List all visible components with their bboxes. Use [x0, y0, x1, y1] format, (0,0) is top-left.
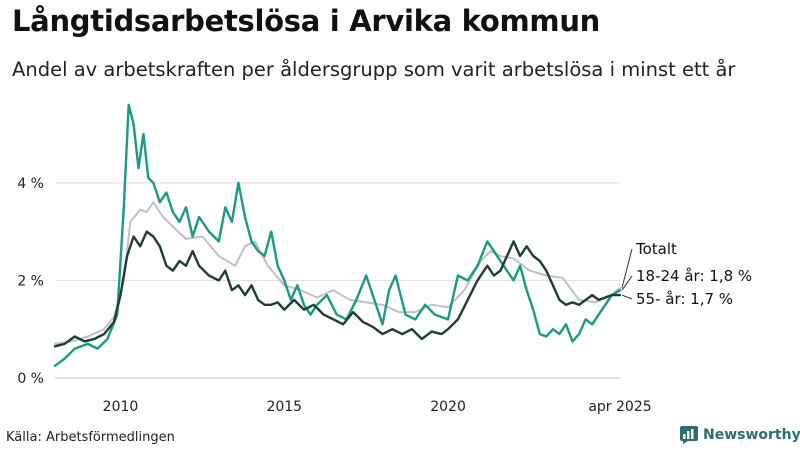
x-axis-ticks: 2010 2015 2020 apr 2025 [103, 399, 652, 415]
end-label: 55- år: 1,7 % [636, 290, 733, 308]
x-tick-label: 2015 [266, 399, 302, 415]
end-label: 18-24 år: 1,8 % [636, 267, 752, 285]
x-tick-label: 2020 [430, 399, 466, 415]
x-tick-label: 2010 [103, 399, 139, 415]
end-label-connector [621, 275, 633, 291]
end-label-connector [621, 248, 633, 288]
series-line-3 [53, 230, 622, 348]
source-note: Källa: Arbetsförmedlingen [6, 430, 175, 445]
end-label-connector [621, 294, 633, 300]
page-subtitle: Andel av arbetskraften per åldersgrupp s… [12, 58, 736, 81]
page-title: Långtidsarbetslösa i Arvika kommun [12, 4, 601, 38]
chart-series [53, 103, 622, 367]
newsworthy-logo-icon [680, 426, 698, 444]
brand-logo: Newsworthy [680, 426, 800, 444]
brand-name: Newsworthy [703, 427, 800, 443]
x-tick-label: apr 2025 [588, 399, 651, 415]
series-line-2 [53, 103, 622, 367]
series-line-1 [54, 201, 621, 345]
end-label: Totalt [635, 240, 677, 258]
y-tick-label: 2 % [17, 273, 44, 289]
y-tick-label: 4 % [17, 176, 44, 192]
chart-grid [55, 182, 620, 379]
y-axis-ticks: 0 % 2 % 4 % [17, 176, 44, 387]
y-tick-label: 0 % [17, 371, 44, 387]
series-end-labels: Totalt 18-24 år: 1,8 % 55- år: 1,7 % [621, 240, 752, 308]
